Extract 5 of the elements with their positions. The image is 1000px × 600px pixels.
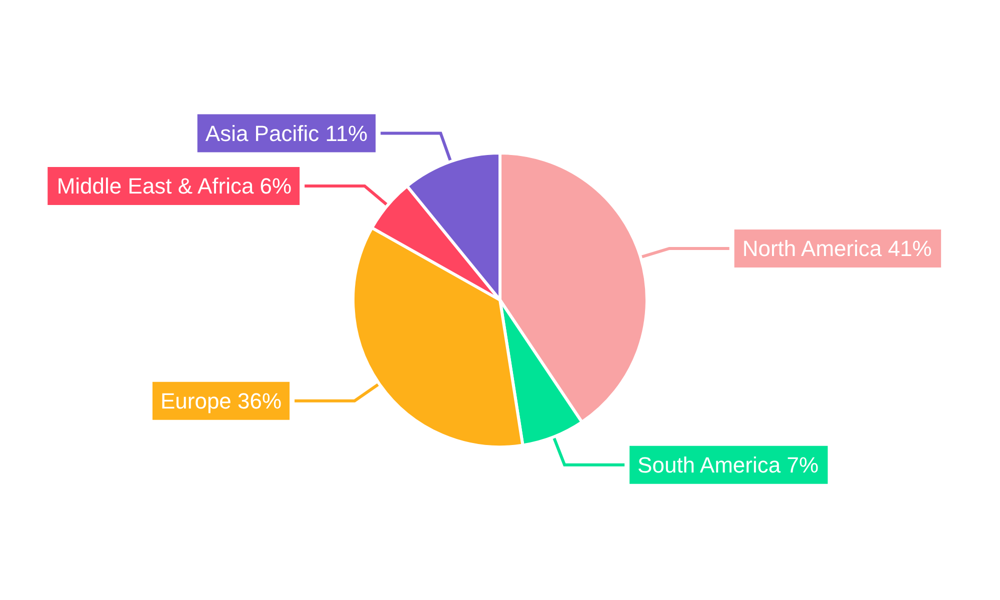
slice-label: Middle East & Africa 6%: [56, 173, 292, 198]
slice-label: Asia Pacific 11%: [205, 120, 368, 146]
slice-label: Europe 36%: [160, 388, 282, 414]
slice-label: North America 41%: [742, 236, 932, 261]
slice-label: South America 7%: [638, 452, 819, 478]
